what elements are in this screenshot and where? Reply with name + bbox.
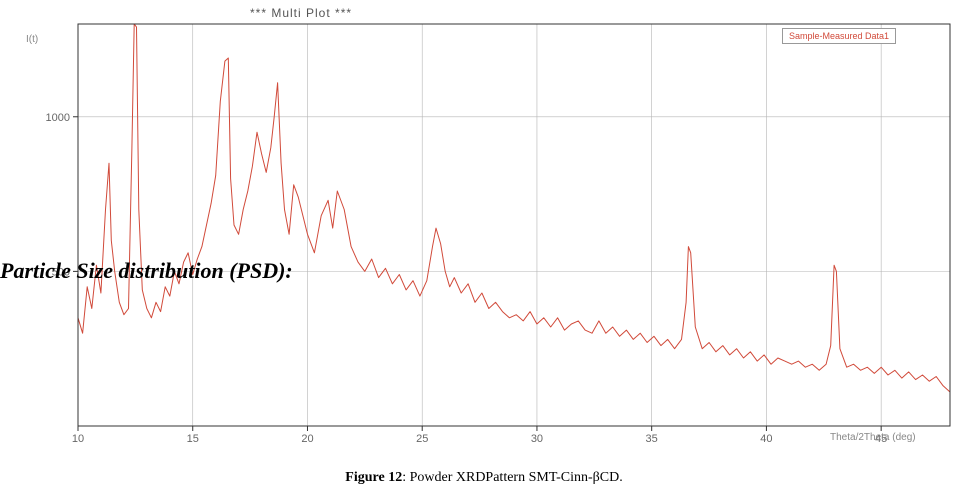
legend-text: Sample-Measured Data1 <box>789 31 889 41</box>
svg-text:30: 30 <box>531 433 543 445</box>
figure-caption-text: : Powder XRDPattern SMT-Cinn-βCD. <box>402 470 623 485</box>
legend-box: Sample-Measured Data1 <box>782 28 896 44</box>
psd-overlay-text: Particle Size distribution (PSD): <box>0 258 293 284</box>
xrd-figure-root: 10152025303540455001000 *** Multi Plot *… <box>0 0 968 500</box>
svg-text:10: 10 <box>72 433 84 445</box>
xrd-chart-svg: 10152025303540455001000 <box>0 0 968 500</box>
svg-text:35: 35 <box>646 433 658 445</box>
svg-text:25: 25 <box>416 433 428 445</box>
x-axis-title: Theta/2Theta (deg) <box>830 432 916 443</box>
figure-caption: Figure 12: Powder XRDPattern SMT-Cinn-βC… <box>0 470 968 486</box>
svg-text:15: 15 <box>187 433 199 445</box>
figure-caption-label: Figure 12 <box>345 470 402 485</box>
svg-text:40: 40 <box>760 433 772 445</box>
plot-title: *** Multi Plot *** <box>250 6 352 20</box>
svg-text:20: 20 <box>301 433 313 445</box>
y-axis-small-label: I(t) <box>26 34 38 45</box>
svg-text:1000: 1000 <box>46 112 70 124</box>
